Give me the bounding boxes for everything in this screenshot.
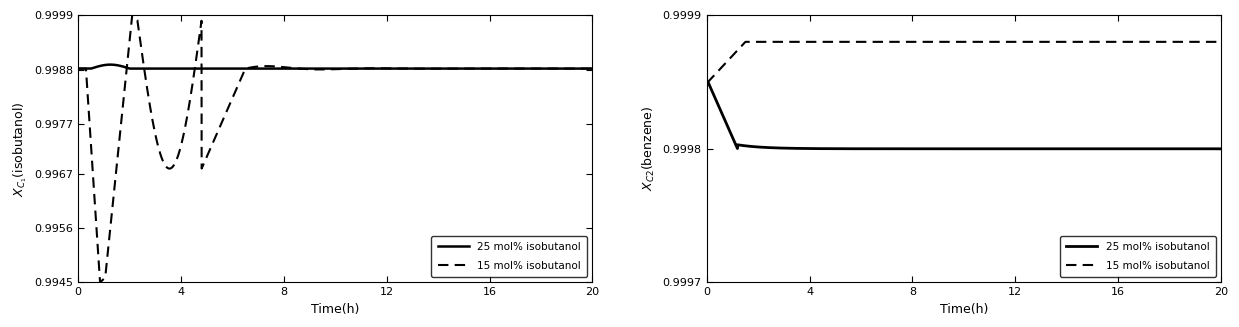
15 mol% isobutanol bbox=[1213, 40, 1228, 44]
25 mol% isobutanol bbox=[315, 67, 330, 71]
25 mol% isobutanol bbox=[291, 67, 306, 71]
Legend: 25 mol% isobutanol, 15 mol% isobutanol: 25 mol% isobutanol, 15 mol% isobutanol bbox=[1059, 236, 1215, 277]
25 mol% isobutanol bbox=[1073, 147, 1088, 151]
25 mol% isobutanol bbox=[699, 80, 714, 84]
15 mol% isobutanol bbox=[445, 67, 460, 71]
25 mol% isobutanol bbox=[1172, 147, 1187, 151]
Line: 15 mol% isobutanol: 15 mol% isobutanol bbox=[78, 15, 592, 283]
25 mol% isobutanol bbox=[919, 147, 934, 151]
25 mol% isobutanol bbox=[569, 67, 584, 71]
15 mol% isobutanol bbox=[585, 67, 600, 71]
15 mol% isobutanol bbox=[291, 67, 306, 71]
15 mol% isobutanol bbox=[1073, 40, 1088, 44]
15 mol% isobutanol bbox=[315, 67, 330, 71]
Line: 15 mol% isobutanol: 15 mol% isobutanol bbox=[706, 42, 1220, 82]
25 mol% isobutanol bbox=[71, 67, 85, 71]
15 mol% isobutanol bbox=[1172, 40, 1187, 44]
Line: 25 mol% isobutanol: 25 mol% isobutanol bbox=[78, 65, 592, 69]
15 mol% isobutanol bbox=[544, 67, 559, 71]
Legend: 25 mol% isobutanol, 15 mol% isobutanol: 25 mol% isobutanol, 15 mol% isobutanol bbox=[431, 236, 587, 277]
25 mol% isobutanol bbox=[944, 147, 959, 151]
15 mol% isobutanol bbox=[919, 40, 934, 44]
15 mol% isobutanol bbox=[916, 40, 930, 44]
25 mol% isobutanol bbox=[445, 67, 460, 71]
15 mol% isobutanol bbox=[738, 40, 753, 44]
25 mol% isobutanol bbox=[585, 67, 600, 71]
25 mol% isobutanol bbox=[1198, 147, 1213, 151]
Y-axis label: $X_{C2}$(benzene): $X_{C2}$(benzene) bbox=[641, 106, 657, 191]
15 mol% isobutanol bbox=[287, 66, 302, 70]
25 mol% isobutanol bbox=[916, 147, 930, 151]
X-axis label: Time(h): Time(h) bbox=[311, 303, 359, 316]
25 mol% isobutanol bbox=[1213, 147, 1228, 151]
X-axis label: Time(h): Time(h) bbox=[939, 303, 987, 316]
15 mol% isobutanol bbox=[93, 281, 108, 284]
Y-axis label: $X_{C_1}$(isobutanol): $X_{C_1}$(isobutanol) bbox=[11, 101, 28, 197]
Line: 25 mol% isobutanol: 25 mol% isobutanol bbox=[706, 82, 1220, 149]
15 mol% isobutanol bbox=[570, 67, 585, 71]
15 mol% isobutanol bbox=[944, 40, 959, 44]
15 mol% isobutanol bbox=[1198, 40, 1213, 44]
25 mol% isobutanol bbox=[544, 67, 559, 71]
15 mol% isobutanol bbox=[699, 80, 714, 84]
25 mol% isobutanol bbox=[287, 67, 302, 71]
25 mol% isobutanol bbox=[103, 63, 118, 67]
15 mol% isobutanol bbox=[125, 13, 140, 17]
15 mol% isobutanol bbox=[71, 67, 85, 71]
